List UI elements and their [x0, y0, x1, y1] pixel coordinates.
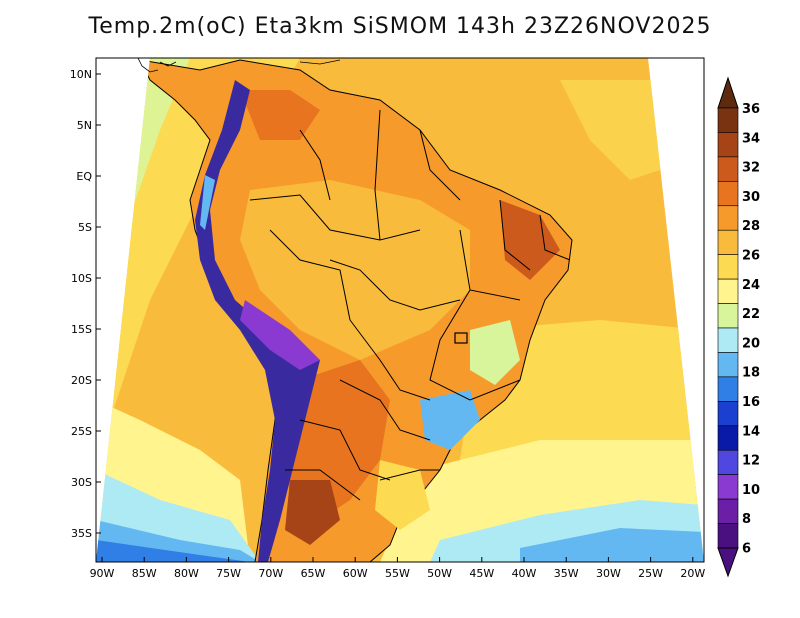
colorbar-label: 6 [742, 542, 751, 557]
colorbar-segment [717, 181, 739, 207]
map-title: Temp.2m(oC) Eta3km SiSMOM 143h 23Z26NOV2… [88, 14, 712, 39]
colorbar-label: 16 [742, 395, 760, 410]
colorbar-label: 12 [742, 454, 760, 469]
lon-label: 30W [596, 567, 621, 580]
colorbar-bottom-arrow [717, 547, 739, 578]
colorbar-label: 30 [742, 190, 760, 205]
federal-district-outline [454, 332, 468, 344]
land-north-hot [240, 90, 320, 140]
lon-label: 85W [132, 567, 157, 580]
colorbar-segment [717, 401, 739, 427]
colorbar-label: 20 [742, 336, 760, 351]
colorbar-label: 32 [742, 161, 760, 176]
model-domain [96, 58, 704, 562]
colorbar-segment [717, 327, 739, 353]
colorbar-segment [717, 278, 739, 304]
latitude-axis: 10N 5N EQ 5S 10S 15S 20S 25S 30S 35S [70, 68, 101, 540]
colorbar-segment [717, 303, 739, 329]
lon-label: 80W [174, 567, 199, 580]
land-serra-cool [420, 390, 480, 450]
colorbar-segment [717, 107, 739, 133]
land-amazon-mild [240, 180, 470, 360]
lon-label: 25W [638, 567, 663, 580]
andes-altiplano [240, 300, 320, 370]
lon-label: 40W [512, 567, 537, 580]
lon-label: 50W [427, 567, 452, 580]
lat-label: 35S [71, 527, 92, 540]
colorbar: 36 34 32 30 28 26 24 22 20 18 16 14 12 10 8 6 [717, 76, 760, 578]
colorbar-segment [717, 498, 739, 524]
colorbar-segment [717, 449, 739, 475]
colorbar-segment [717, 156, 739, 182]
lat-label: 10S [71, 272, 92, 285]
colorbar-segment [717, 474, 739, 500]
longitude-axis: 90W 85W 80W 75W 70W 65W 60W 55W 50W 45W 40W 35W 30W 2… [90, 557, 705, 580]
colorbar-label: 18 [742, 366, 760, 381]
political-borders [249, 109, 571, 501]
colorbar-segment [717, 425, 739, 451]
colorbar-segment [717, 352, 739, 378]
colorbar-label: 36 [742, 102, 760, 117]
colorbar-label: 26 [742, 249, 760, 264]
lat-label: 10N [70, 68, 92, 81]
ocean-south-colder [520, 528, 704, 562]
lon-label: 45W [469, 567, 494, 580]
caribbean-coastlines [137, 58, 341, 73]
lat-label: 20S [71, 374, 92, 387]
colorbar-label: 24 [742, 278, 760, 293]
land-minas-cool [470, 320, 520, 385]
colorbar-top-arrow [717, 76, 739, 109]
colorbar-segment [717, 205, 739, 231]
lon-label: 20W [680, 567, 705, 580]
colorbar-label: 8 [742, 512, 751, 527]
colorbar-segment [717, 132, 739, 158]
lat-label: EQ [76, 170, 92, 183]
lon-label: 55W [385, 567, 410, 580]
lon-label: 90W [90, 567, 115, 580]
lon-label: 75W [216, 567, 241, 580]
colorbar-segment [717, 523, 739, 549]
colorbar-segment [717, 376, 739, 402]
lat-label: 15S [71, 323, 92, 336]
colorbar-label: 10 [742, 483, 760, 498]
colorbar-label: 22 [742, 307, 760, 322]
colorbar-label: 14 [742, 424, 760, 439]
land-argentina-hottest [285, 480, 340, 545]
lon-label: 70W [258, 567, 283, 580]
lat-label: 5S [78, 221, 92, 234]
lon-label: 65W [301, 567, 326, 580]
colorbar-label: 28 [742, 219, 760, 234]
lon-label: 60W [343, 567, 368, 580]
colorbar-label: 34 [742, 131, 760, 146]
lat-label: 30S [71, 476, 92, 489]
land-northeast-hot [500, 200, 560, 280]
lon-label: 35W [554, 567, 579, 580]
lat-label: 5N [77, 119, 92, 132]
andes-north-edge [200, 175, 215, 230]
ocean-sw-coldest [96, 540, 250, 562]
colorbar-segment [717, 229, 739, 255]
colorbar-segment [717, 254, 739, 280]
map-frame [95, 57, 705, 563]
lat-label: 25S [71, 425, 92, 438]
